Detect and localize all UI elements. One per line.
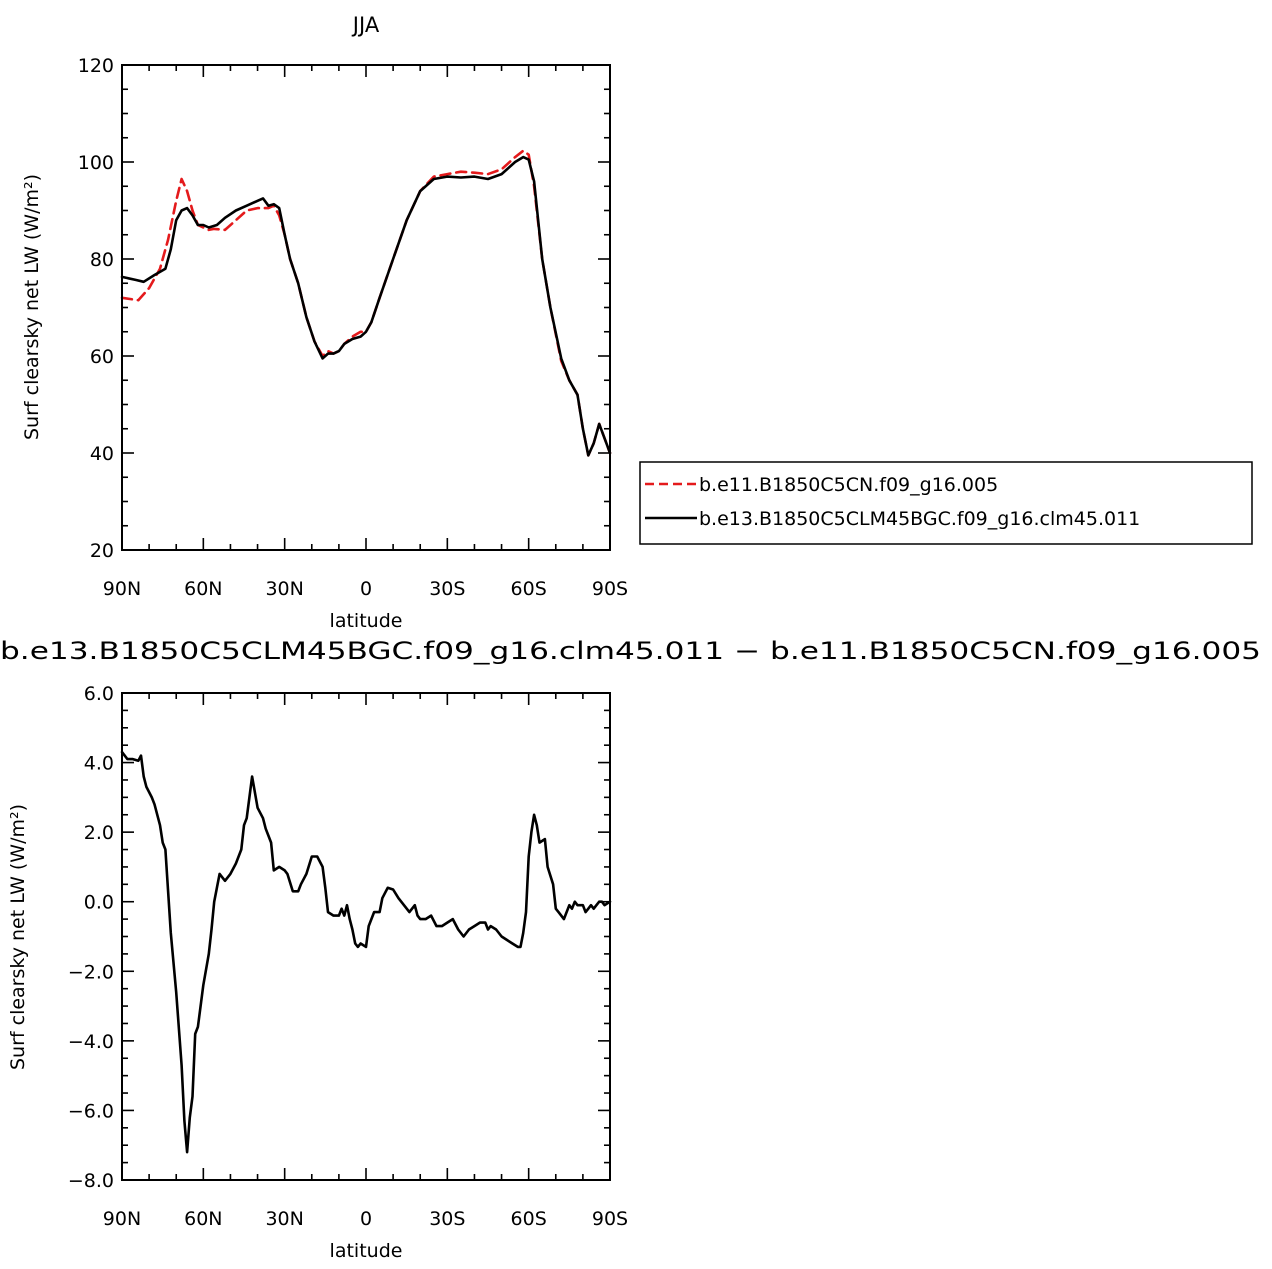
y-tick-label: 2.0 [84,822,114,844]
top-y-axis-label: Surf clearsky net LW (W/m²) [21,174,43,440]
x-tick-label: 60S [511,578,547,600]
y-tick-label: −8.0 [68,1170,114,1192]
top-plot-area [120,149,612,457]
x-tick-label: 0 [360,1208,372,1230]
x-tick-label: 90N [103,1208,141,1230]
legend: b.e11.B1850C5CN.f09_g16.005 b.e13.B1850C… [639,461,1253,545]
x-tick-label: 60S [511,1208,547,1230]
y-tick-label: 0.0 [84,892,114,914]
series-line-2 [120,155,612,457]
y-tick-label: −2.0 [68,961,114,983]
x-tick-label: 90S [592,578,628,600]
y-tick-label: −6.0 [68,1100,114,1122]
bottom-panel: b.e13.B1850C5CLM45BGC.f09_g16.clm45.011 … [0,637,1261,1262]
y-tick-label: 6.0 [84,683,114,705]
bottom-y-axis-label: Surf clearsky net LW (W/m²) [7,804,29,1070]
bottom-chart-title: b.e13.B1850C5CLM45BGC.f09_g16.clm45.011 … [0,637,1261,665]
x-tick-label: 30S [429,578,465,600]
top-panel: JJA 20 40 60 80 100 120 90N 60N 30N 0 30S 60S 90S l… [21,13,1253,632]
y-tick-label: −4.0 [68,1031,114,1053]
top-plot-frame [121,64,611,551]
x-tick-label: 90N [103,578,141,600]
legend-label-series-2: b.e13.B1850C5CLM45BGC.f09_g16.clm45.011 [699,508,1140,530]
legend-label-series-1: b.e11.B1850C5CN.f09_g16.005 [699,474,998,496]
x-tick-label: 60N [184,578,222,600]
top-y-tick-labels: 20 40 60 80 100 120 [78,55,114,562]
top-x-tick-labels: 90N 60N 30N 0 30S 60S 90S [103,578,628,600]
y-tick-label: 80 [90,249,114,271]
x-tick-label: 30N [265,1208,303,1230]
y-tick-label: 100 [78,152,114,174]
y-tick-label: 60 [90,346,114,368]
bottom-plot-area [120,750,612,1154]
y-tick-label: 4.0 [84,753,114,775]
legend-box [639,461,1253,545]
x-tick-label: 30N [265,578,303,600]
bottom-plot-frame [121,692,611,1181]
y-tick-label: 40 [90,443,114,465]
x-tick-label: 0 [360,578,372,600]
bottom-x-tick-labels: 90N 60N 30N 0 30S 60S 90S [103,1208,628,1230]
top-axis-ticks [121,64,611,551]
x-tick-label: 90S [592,1208,628,1230]
bottom-axis-ticks [121,692,611,1181]
y-tick-label: 20 [90,540,114,562]
x-tick-label: 60N [184,1208,222,1230]
x-tick-label: 30S [429,1208,465,1230]
top-x-axis-label: latitude [330,610,403,632]
bottom-x-axis-label: latitude [330,1240,403,1262]
series-line-1 [120,750,612,1154]
bottom-y-tick-labels: −8.0 −6.0 −4.0 −2.0 0.0 2.0 4.0 6.0 [68,683,114,1192]
top-chart-title: JJA [351,13,380,37]
y-tick-label: 120 [78,55,114,77]
